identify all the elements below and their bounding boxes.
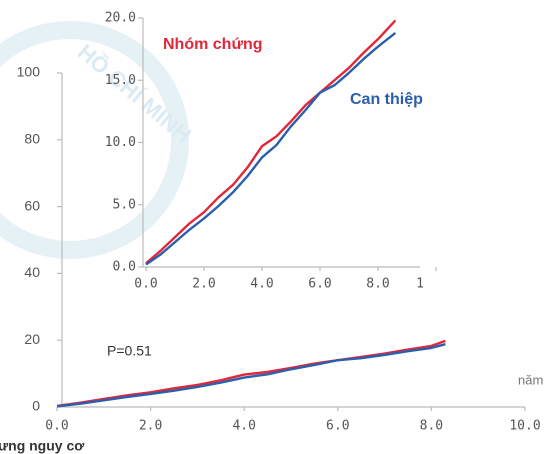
x-tick-label: 2.0 bbox=[192, 277, 215, 292]
y-tick-label: 0.0 bbox=[113, 260, 136, 275]
y-tick-label: 60 bbox=[24, 197, 40, 213]
x-tick-label: 0.0 bbox=[134, 277, 157, 292]
x-tick-label: 6.0 bbox=[308, 277, 331, 292]
x-tick-label: 4.0 bbox=[232, 419, 255, 434]
x-tick-label: 2.0 bbox=[139, 419, 162, 434]
x-tick-label: 1 bbox=[416, 277, 424, 292]
y-tick-label: 10.0 bbox=[105, 135, 136, 150]
series-line bbox=[145, 31, 397, 266]
y-tick-label: 100 bbox=[17, 64, 41, 80]
annotation: ưng nguy cơ bbox=[0, 438, 84, 454]
legend-label: Nhóm chứng bbox=[163, 36, 263, 53]
x-tick-label: 8.0 bbox=[366, 277, 389, 292]
series-line bbox=[56, 339, 446, 408]
x-tick-label: 4.0 bbox=[250, 277, 273, 292]
series-line bbox=[56, 343, 446, 408]
legend-label: Can thiệp bbox=[350, 91, 423, 108]
x-tick-label: 0.0 bbox=[45, 419, 68, 434]
y-tick-label: 20 bbox=[24, 331, 40, 347]
y-tick-label: 40 bbox=[24, 264, 40, 280]
y-tick-label: 5.0 bbox=[113, 197, 136, 212]
x-tick-label: 10.0 bbox=[509, 419, 540, 434]
series-line bbox=[145, 19, 397, 265]
y-tick-label: 15.0 bbox=[105, 73, 136, 88]
annotation: năm bbox=[518, 372, 543, 387]
y-tick-label: 80 bbox=[24, 131, 40, 147]
y-tick-label: 0 bbox=[32, 398, 40, 414]
x-tick-label: 8.0 bbox=[420, 419, 443, 434]
annotation: P=0.51 bbox=[107, 343, 152, 359]
x-tick-label: 6.0 bbox=[326, 419, 349, 434]
y-tick-label: 20.0 bbox=[105, 11, 136, 26]
watermark-ring bbox=[0, 21, 189, 259]
